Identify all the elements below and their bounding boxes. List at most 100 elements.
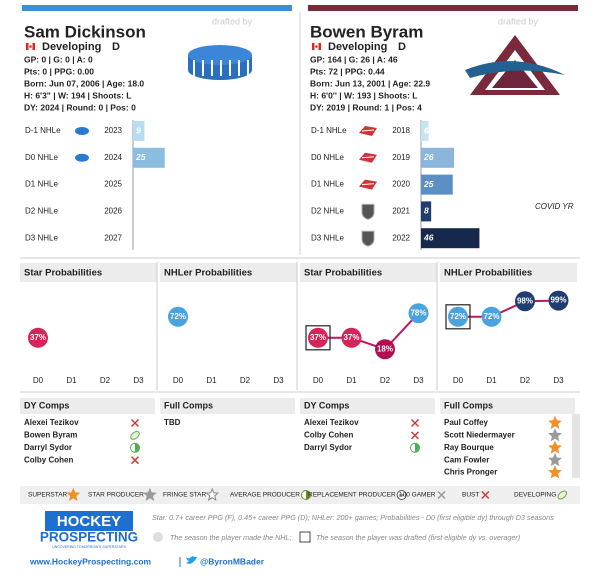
nhle-value: 8	[424, 206, 429, 216]
league-logo	[75, 153, 89, 162]
panel-title: Star Probabilities	[24, 268, 102, 279]
prob-label: 72%	[450, 312, 466, 321]
stat-line: H: 6'3" | W: 194 | Shoots: L	[24, 90, 131, 100]
x-tick-label: D0	[173, 376, 184, 385]
team-logo	[492, 60, 538, 88]
comp-name: Darryl Sydor	[304, 443, 352, 452]
x-tick-label: D3	[553, 376, 564, 385]
nhle-value: 46	[423, 232, 434, 242]
player-name: Sam Dickinson	[24, 22, 146, 41]
league-logo	[75, 127, 89, 135]
icon-star	[548, 415, 562, 429]
comps-title: Full Comps	[164, 400, 213, 410]
icon-leaf	[557, 490, 568, 500]
stat-line: Born: Jun 13, 2001 | Age: 22.9	[310, 78, 430, 88]
drafted-box	[305, 325, 331, 351]
comp-name: Paul Coffey	[444, 418, 489, 427]
stat-line: Pts: 0 | PPG: 0.00	[24, 66, 94, 76]
panel-header	[300, 263, 437, 282]
x-tick-label: D2	[380, 376, 391, 385]
nhle-year: 2027	[104, 233, 122, 242]
nhle-bar	[421, 174, 453, 195]
x-tick-label: D0	[33, 376, 44, 385]
icon-star	[548, 440, 562, 454]
legend-label: SUPERSTAR	[28, 492, 68, 499]
prob-label: 37%	[310, 333, 326, 342]
prob-dot	[341, 327, 362, 348]
comp-name: Alexei Tezikov	[304, 418, 359, 427]
league-logo	[361, 156, 375, 159]
nhle-year: 2025	[104, 180, 122, 189]
footer-drafted: The season the player was drafted (first…	[316, 533, 520, 542]
drafted-icon	[299, 531, 311, 543]
nhle-label: D-1 NHLe	[311, 126, 347, 135]
icon-half	[415, 443, 420, 453]
comps-header	[440, 398, 575, 414]
x-tick-label: D0	[313, 376, 324, 385]
comps-title: DY Comps	[24, 400, 69, 410]
panel-header	[440, 263, 577, 282]
prob-dot	[515, 291, 535, 312]
status: Developing	[328, 41, 387, 53]
stat-line: Born: Jun 07, 2006 | Age: 18.0	[24, 78, 144, 88]
nhle-value: 9	[136, 125, 141, 135]
flag	[318, 43, 321, 50]
comps-title: Full Comps	[444, 400, 493, 410]
stat-line: H: 6'0'' | W: 193 | Shoots: L	[310, 90, 417, 100]
comp-name: Alexei Tezikov	[24, 418, 79, 427]
prob-dot	[481, 306, 502, 327]
icon-x	[437, 490, 446, 500]
prob-line	[318, 312, 420, 351]
comp-name: Ray Bourque	[444, 443, 494, 452]
nhle-bar	[133, 147, 165, 168]
comp-name: Bowen Byram	[24, 431, 77, 440]
prob-label: 37%	[343, 333, 359, 342]
nhle-year: 2023	[104, 126, 122, 135]
prob-dot	[375, 339, 395, 360]
twitter-icon	[186, 556, 197, 564]
icon-leaf	[130, 430, 140, 440]
nhle-bar	[421, 121, 429, 141]
legend-label: DEVELOPING	[514, 492, 556, 499]
nhle-year: 2021	[392, 207, 410, 216]
nhle-label: D0 NHLe	[25, 153, 58, 162]
prob-dot	[308, 327, 328, 348]
stat-line: DY: 2019 | Round: 1 | Pos: 4	[310, 102, 422, 112]
icon-x	[130, 418, 140, 428]
logo-tagline: UNCOVERING TOMORROW'S SUPERSTARS	[52, 545, 126, 549]
icon-x	[130, 456, 140, 465]
comp-name: TBD	[164, 418, 181, 427]
flag	[32, 43, 35, 50]
stat-line: DY: 2024 | Round: 0 | Pos: 0	[24, 102, 136, 112]
legend-label: AVERAGE PRODUCER	[230, 492, 300, 499]
nhle-bar	[133, 121, 145, 141]
legend-label: FRINGE STAR	[163, 492, 207, 499]
x-tick-label: D2	[100, 376, 111, 385]
logo-bottom: PROSPECTING	[40, 530, 138, 545]
drafted-by: drafted by	[212, 16, 253, 26]
league-logo	[361, 183, 375, 186]
nhle-year: 2018	[392, 126, 410, 135]
status: Developing	[42, 41, 101, 53]
prob-dot	[168, 306, 188, 327]
icon-star	[66, 487, 81, 501]
comp-name: Cam Fowler	[444, 455, 489, 464]
flag	[312, 43, 315, 50]
drafted-box	[445, 304, 471, 330]
icon-x	[481, 490, 490, 500]
icon-star	[548, 465, 562, 479]
legend-band	[20, 486, 580, 504]
stat-line: GP: 164 | G: 26 | A: 46	[310, 54, 398, 64]
prob-line	[458, 299, 559, 318]
x-tick-label: D1	[206, 376, 217, 385]
note: COVID YR	[535, 202, 574, 211]
panel-title: NHLer Probabilities	[444, 268, 532, 279]
made-nhl-icon	[153, 532, 163, 542]
x-tick-label: D3	[133, 376, 144, 385]
comps-header	[300, 398, 435, 414]
logo-top: HOCKEY	[57, 513, 121, 530]
x-tick-label: D1	[346, 376, 357, 385]
nhle-label: D-1 NHLe	[25, 126, 61, 135]
prob-label: 72%	[483, 312, 499, 321]
nhle-year: 2024	[104, 153, 122, 162]
